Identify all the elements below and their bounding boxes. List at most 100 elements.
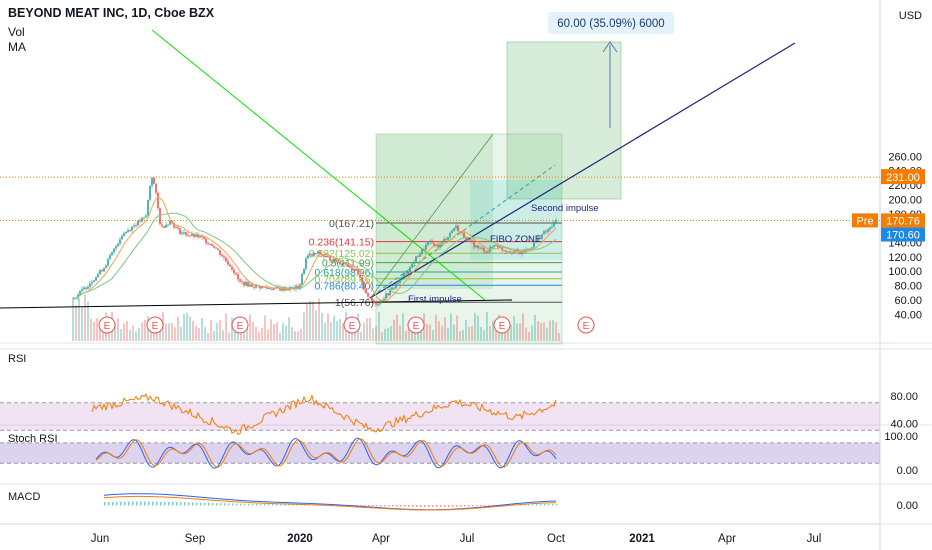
- volume-bar: [369, 318, 371, 341]
- volume-bar: [132, 325, 134, 341]
- candle-body: [403, 273, 405, 278]
- candle-body: [141, 218, 143, 222]
- volume-bar: [144, 319, 146, 341]
- candle-body: [299, 284, 301, 290]
- volume-bar: [450, 313, 452, 341]
- volume-bar: [261, 327, 263, 341]
- macd-histogram-bar: [380, 505, 382, 507]
- volume-bar: [399, 325, 401, 341]
- macd-histogram-bar: [520, 504, 522, 506]
- macd-histogram-bar: [420, 505, 422, 507]
- volume-bar: [477, 315, 479, 341]
- volume-bar: [306, 303, 308, 341]
- target-box-bg: [548, 12, 674, 34]
- candle-body: [485, 251, 487, 253]
- macd-histogram-bar: [228, 503, 230, 506]
- volume-bar: [489, 325, 491, 341]
- candle-body: [391, 287, 393, 290]
- earnings-label: E: [583, 321, 590, 332]
- macd-histogram-bar: [436, 505, 438, 507]
- candle-body: [421, 249, 423, 254]
- volume-bar: [528, 331, 530, 341]
- volume-bar: [435, 314, 437, 341]
- volume-bar: [297, 331, 299, 341]
- volume-bar: [372, 328, 374, 341]
- volume-bar: [249, 314, 251, 341]
- macd-histogram-bar: [488, 505, 490, 506]
- volume-bar: [480, 326, 482, 341]
- time-tick: Jul: [807, 533, 822, 545]
- macd-histogram-bar: [112, 501, 114, 506]
- volume-bar: [468, 326, 470, 341]
- volume-bar: [276, 322, 278, 341]
- volume-bar: [375, 326, 377, 341]
- volume-bar: [531, 325, 533, 341]
- macd-histogram-bar: [296, 504, 298, 506]
- symbol-title[interactable]: BEYOND MEAT INC, 1D, Cboe BZX: [8, 6, 215, 20]
- macd-histogram-bar: [164, 501, 166, 506]
- volume-bar: [141, 322, 143, 341]
- volume-bar: [558, 332, 560, 341]
- candle-body: [467, 239, 469, 241]
- macd-histogram-bar: [532, 504, 534, 506]
- candle-body: [407, 272, 409, 275]
- macd-histogram-bar: [160, 501, 162, 506]
- macd-histogram-bar: [144, 501, 146, 506]
- candle-body: [129, 230, 131, 232]
- candle-body: [505, 250, 507, 252]
- candle-body: [217, 248, 219, 251]
- volume-indicator-label[interactable]: Vol: [8, 25, 25, 39]
- candle-body: [543, 231, 545, 235]
- volume-bar: [84, 295, 86, 341]
- macd-histogram-bar: [116, 501, 118, 506]
- macd-histogram-bar: [368, 505, 370, 507]
- candle-body: [483, 248, 485, 252]
- candle-body: [449, 233, 451, 238]
- candle-body: [473, 242, 475, 248]
- fibo-zone-label: FIBO ZONE: [490, 234, 541, 245]
- volume-bar: [387, 327, 389, 341]
- pre-value: 170.76: [886, 215, 920, 227]
- macd-histogram-bar: [140, 501, 142, 506]
- target-zone-box: [506, 41, 622, 200]
- macd-histogram-bar: [208, 502, 210, 506]
- volume-bar: [552, 320, 554, 341]
- candle-body: [121, 236, 123, 240]
- macd-histogram-bar: [428, 505, 430, 507]
- candle-body: [263, 286, 265, 288]
- volume-bar: [90, 318, 92, 341]
- candle-body: [325, 256, 327, 258]
- candle-body: [495, 245, 497, 247]
- volume-bar: [117, 318, 119, 341]
- price-tick: 40.00: [894, 309, 922, 321]
- second-impulse-label: Second impulse: [531, 203, 599, 214]
- fib-level-label: 0.786(80.40): [314, 280, 374, 292]
- macd-histogram-bar: [404, 505, 406, 507]
- volume-bar: [483, 330, 485, 341]
- macd-histogram-bar: [468, 505, 470, 507]
- candle-body: [469, 239, 471, 241]
- volume-bar: [225, 313, 227, 341]
- volume-bar: [87, 301, 89, 341]
- candle-body: [161, 224, 163, 227]
- volume-bar: [405, 331, 407, 341]
- macd-histogram-bar: [212, 502, 214, 506]
- volume-bar: [231, 317, 233, 341]
- candle-body: [517, 250, 519, 252]
- candle-body: [515, 250, 517, 252]
- macd-histogram-bar: [372, 505, 374, 507]
- ma-indicator-label[interactable]: MA: [8, 40, 26, 54]
- macd-histogram-bar: [272, 504, 274, 506]
- candle-body: [509, 251, 511, 253]
- volume-bar: [462, 330, 464, 341]
- candle-body: [119, 239, 121, 244]
- candle-body: [125, 232, 127, 234]
- last-price-tag: [881, 227, 925, 242]
- candle-body: [93, 280, 95, 283]
- candle-body: [97, 273, 99, 277]
- candle-body: [145, 215, 147, 218]
- volume-bar: [285, 325, 287, 341]
- volume-bar: [243, 331, 245, 341]
- candle-body: [131, 226, 133, 231]
